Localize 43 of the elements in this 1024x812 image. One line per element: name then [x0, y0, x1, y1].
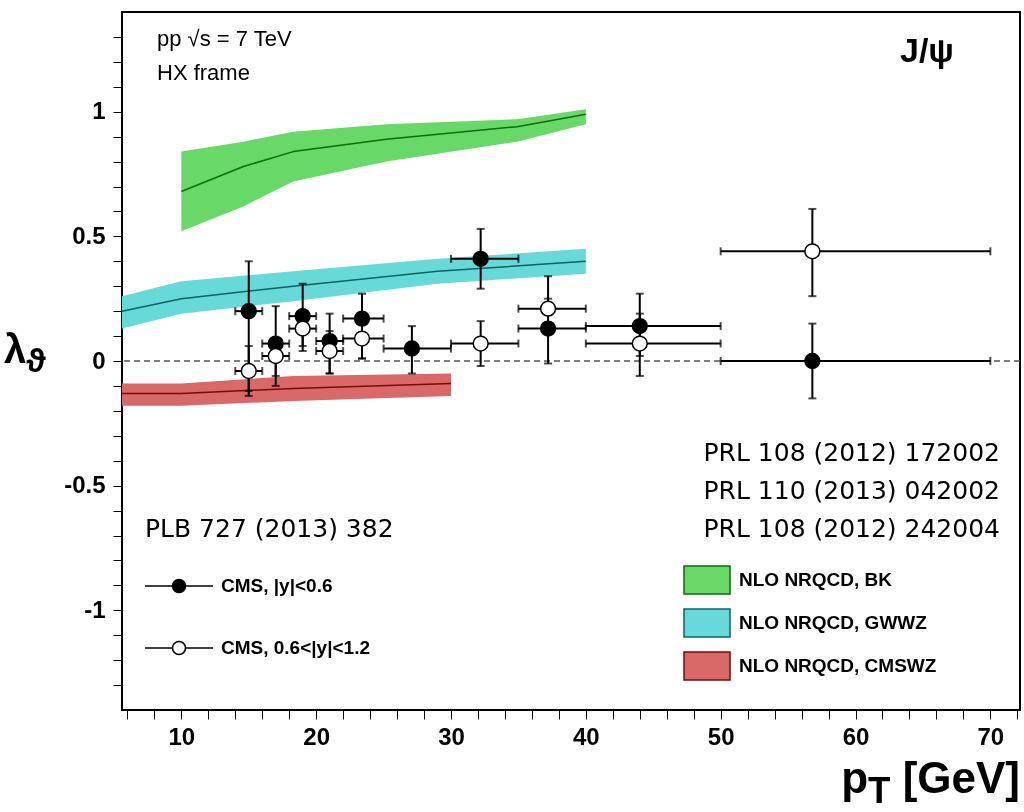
point: [294, 320, 311, 337]
x-tick-label: 60: [842, 722, 870, 750]
point: [240, 302, 257, 320]
annotation: PRL 108 (2012) 172002: [703, 438, 1000, 468]
point: [353, 310, 371, 327]
annotation: PLB 727 (2013) 382: [145, 514, 394, 544]
line-series: [180, 113, 587, 193]
annotation: PRL 110 (2013) 042002: [703, 476, 1000, 506]
point: [267, 347, 284, 365]
point: [804, 352, 821, 370]
point: [472, 250, 489, 267]
point: [353, 330, 371, 347]
point: [804, 243, 821, 260]
point: [631, 335, 648, 352]
x-tick-label: 30: [438, 722, 465, 750]
x-tick-label: 50: [707, 722, 735, 750]
x-tick-label: 20: [303, 722, 331, 750]
y-tick-label: -1: [84, 595, 106, 623]
annotation: pp √s = 7 TeV: [157, 26, 292, 53]
y-tick-label: 0: [92, 346, 106, 374]
annotation: HX frame: [157, 60, 250, 87]
line-series: [121, 260, 587, 312]
y-axis-title: λ$_{ϑ}$: [4, 326, 46, 381]
point: [403, 340, 421, 357]
x-tick-label: 70: [977, 722, 1005, 750]
x-axis-title: p$_{T}$ [GeV]: [841, 752, 1020, 812]
legend-label: CMS, 0.6<|y|<1.2: [221, 637, 370, 659]
point: [472, 335, 489, 352]
point: [321, 342, 338, 360]
y-tick-label: 0.5: [72, 221, 106, 249]
legend-label: CMS, |y|<0.6: [221, 575, 333, 597]
point: [240, 362, 257, 380]
point: [539, 320, 557, 337]
legend-label: NLO NRQCD, BK: [739, 569, 893, 591]
annotation: PRL 108 (2012) 242004: [703, 514, 1000, 544]
point: [539, 300, 557, 317]
y-tick-label: 1: [92, 97, 106, 125]
legend-label: NLO NRQCD, CMSWZ: [739, 655, 937, 677]
x-tick-label: 10: [168, 722, 196, 750]
x-tick-label: 40: [572, 722, 600, 750]
legend-label: NLO NRQCD, GWWZ: [739, 612, 927, 634]
y-tick-label: -0.5: [64, 471, 106, 499]
annotation: J/ψ: [900, 30, 954, 71]
